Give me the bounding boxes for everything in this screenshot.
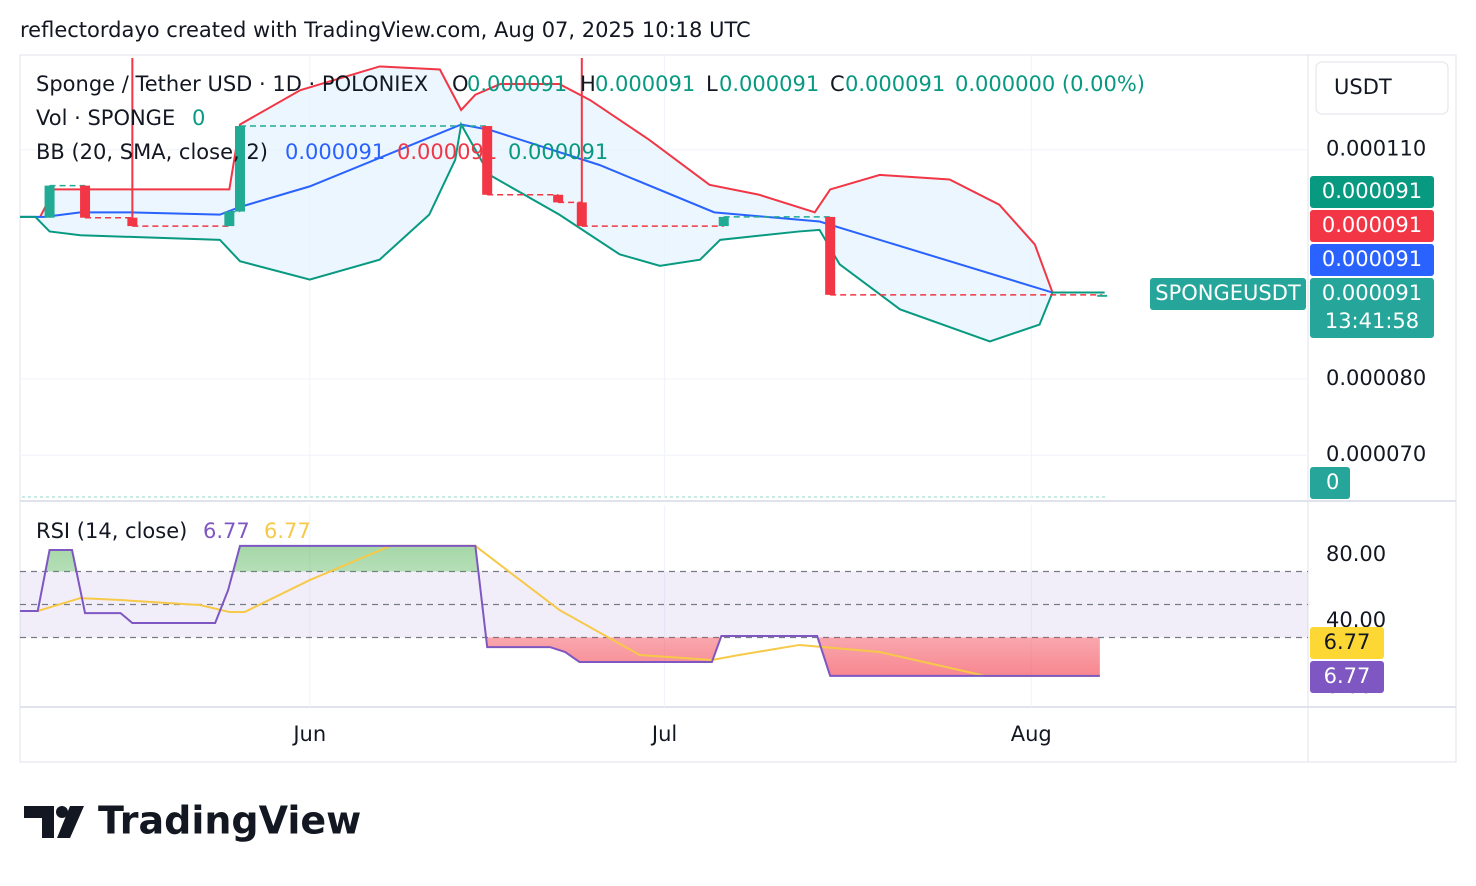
- candle-body: [234, 126, 245, 212]
- rsi-label: RSI (14, close): [36, 519, 187, 543]
- band-fill: [20, 66, 1105, 342]
- symbol: Sponge / Tether USD · 1D · POLONIEX: [36, 72, 428, 96]
- change: 0.000000 (0.00%): [955, 72, 1145, 96]
- rsi-ma-value: 6.77: [264, 519, 311, 543]
- x-tick-label: Jun: [291, 722, 326, 746]
- l-label: L: [706, 72, 718, 96]
- candle-body: [553, 194, 564, 203]
- price-tag: 0.000091: [1322, 213, 1422, 237]
- tag-bg: [1310, 661, 1384, 693]
- bb-label: BB (20, SMA, close, 2): [36, 140, 268, 164]
- y-tick-label: 0.000110: [1326, 137, 1426, 161]
- y-tick-label: 0.000080: [1326, 366, 1426, 390]
- band-line: [20, 123, 1105, 294]
- candle-body: [44, 185, 55, 218]
- bb-basis: 0.000091: [285, 140, 385, 164]
- volume-tag: 0: [1326, 470, 1339, 494]
- h-label: H: [580, 72, 596, 96]
- tag-bg: [1150, 278, 1306, 310]
- o-label: O: [452, 72, 469, 96]
- rsi-value: 6.77: [203, 519, 250, 543]
- tag-bg: [1310, 210, 1434, 242]
- logo: TradingView: [24, 799, 361, 843]
- vol-label: Vol · SPONGE: [36, 106, 175, 130]
- band-line: [20, 121, 1105, 343]
- currency: USDT: [1334, 75, 1392, 99]
- candle-body: [482, 126, 493, 195]
- tag-bg: [1310, 467, 1350, 499]
- x-tick-label: Aug: [1011, 722, 1052, 746]
- c-label: C: [830, 72, 845, 96]
- tag-bg: [1310, 244, 1434, 276]
- countdown: 13:41:58: [1325, 309, 1419, 333]
- plot: Jun Jul Aug0.0001100.0000800.00007080.0040…: [20, 55, 1426, 746]
- tag-bg: [1310, 627, 1384, 659]
- price-tag: 0.000091: [1322, 179, 1422, 203]
- tag-bg: [1310, 176, 1434, 208]
- rsi-ma-tag: 6.77: [1324, 630, 1371, 654]
- open: 0.000091: [467, 72, 567, 96]
- candles: [44, 58, 1108, 297]
- high: 0.000091: [595, 72, 695, 96]
- rsi-line: [20, 544, 1100, 677]
- header: reflectordayo created with TradingView.c…: [20, 18, 751, 42]
- symbol-tag: SPONGEUSDT: [1155, 281, 1301, 305]
- currency-button[interactable]: [1315, 61, 1449, 115]
- tag-bg: [1310, 278, 1434, 338]
- y-tick-label: 80.00: [1326, 542, 1386, 566]
- frame: [19, 54, 1457, 763]
- candle-body: [80, 185, 91, 218]
- overbought-fill: [20, 545, 1100, 572]
- candle-body: [576, 202, 587, 227]
- y-tick-label: 0.000070: [1326, 442, 1426, 466]
- logo-text: TradingView: [98, 799, 361, 843]
- vol-value: 0: [192, 106, 205, 130]
- candle-body: [1097, 294, 1108, 297]
- rsi-tag: 6.77: [1324, 664, 1371, 688]
- candle-body: [224, 211, 235, 227]
- price-tag: 0.000091: [1322, 281, 1422, 305]
- price-tag: 0.000091: [1322, 247, 1422, 271]
- candle-body: [825, 216, 836, 295]
- candle-body: [127, 217, 138, 227]
- candle-body: [718, 216, 729, 227]
- x-tick-label: Jul: [650, 722, 677, 746]
- bb-upper: 0.000091: [397, 140, 497, 164]
- low: 0.000091: [719, 72, 819, 96]
- bb-lower: 0.000091: [508, 140, 608, 164]
- close: 0.000091: [845, 72, 945, 96]
